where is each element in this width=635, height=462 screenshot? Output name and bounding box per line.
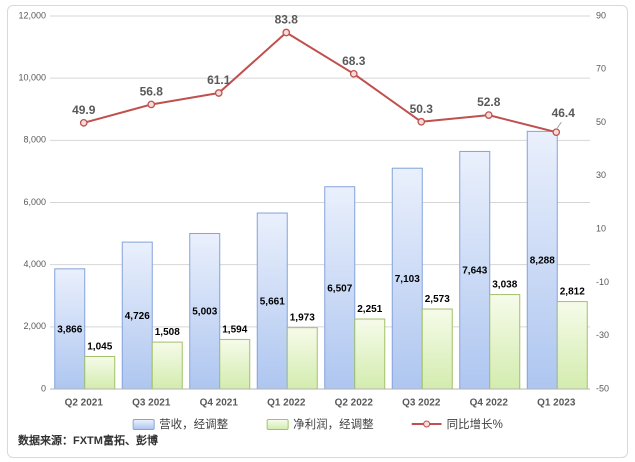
chart-legend: 营收，经调整 净利润，经调整 同比增长% bbox=[132, 416, 503, 432]
revenue-bar bbox=[391, 167, 423, 390]
growth-label-leader bbox=[556, 121, 562, 129]
y-axis-label-right: -30 bbox=[596, 330, 609, 340]
net-profit-bar bbox=[84, 356, 116, 390]
x-axis-label: Q3 2022 bbox=[402, 398, 441, 409]
revenue-bar bbox=[459, 150, 491, 390]
growth-point-label: 61.1 bbox=[207, 73, 231, 87]
revenue-bar bbox=[324, 186, 356, 390]
growth-point bbox=[484, 111, 493, 119]
revenue-bar bbox=[121, 241, 153, 390]
revenue-bar-label: 6,507 bbox=[327, 283, 352, 294]
x-axis-label: Q4 2021 bbox=[200, 398, 239, 409]
x-axis-label: Q1 2022 bbox=[267, 398, 306, 409]
y-axis-label-left: 10,000 bbox=[18, 73, 46, 83]
net-profit-bar-label: 2,251 bbox=[357, 304, 382, 315]
legend-item-revenue: 营收，经调整 bbox=[132, 416, 228, 432]
net-profit-bar-label: 1,508 bbox=[155, 327, 180, 338]
growth-point-label: 56.8 bbox=[140, 84, 164, 98]
y-axis-label-left: 2,000 bbox=[23, 321, 46, 331]
growth-point-label: 52.8 bbox=[477, 95, 501, 109]
x-axis-label: Q3 2021 bbox=[132, 398, 171, 409]
growth-line bbox=[83, 31, 557, 134]
y-axis-label-right: -10 bbox=[596, 277, 609, 287]
growth-point-label: 68.3 bbox=[342, 54, 366, 68]
growth-point bbox=[282, 28, 291, 37]
net-profit-bar bbox=[489, 294, 521, 390]
growth-point bbox=[147, 100, 156, 109]
growth-point bbox=[417, 117, 426, 126]
growth-point bbox=[349, 69, 358, 78]
net-profit-bar bbox=[286, 327, 318, 390]
growth-point bbox=[552, 128, 561, 137]
x-axis-label: Q1 2023 bbox=[537, 398, 576, 409]
y-axis-label-left: 12,000 bbox=[18, 10, 46, 20]
growth-point bbox=[79, 118, 88, 127]
net-profit-bar bbox=[219, 338, 251, 390]
y-axis-label-left: 0 bbox=[41, 383, 46, 393]
x-axis-label: Q2 2022 bbox=[335, 398, 374, 409]
net-profit-bar bbox=[354, 318, 386, 390]
revenue-bar-label: 5,003 bbox=[192, 307, 217, 318]
growth-point-label: 46.4 bbox=[552, 106, 576, 120]
revenue-bar-label: 3,866 bbox=[57, 324, 82, 335]
legend-label-net-profit: 净利润，经调整 bbox=[293, 419, 374, 431]
x-axis-label: Q4 2022 bbox=[470, 398, 509, 409]
revenue-bar-label: 5,661 bbox=[260, 297, 285, 308]
growth-point-label: 83.8 bbox=[275, 13, 299, 27]
revenue-bar-label: 7,103 bbox=[395, 274, 420, 285]
y-axis-label-right: -50 bbox=[596, 383, 609, 393]
x-axis-label: Q2 2021 bbox=[65, 398, 104, 409]
net-profit-bar bbox=[421, 308, 453, 390]
net-profit-swatch-icon bbox=[266, 418, 289, 430]
legend-label-revenue: 营收，经调整 bbox=[159, 419, 229, 431]
revenue-bar-label: 7,643 bbox=[462, 266, 487, 277]
growth-point-label: 49.9 bbox=[72, 103, 96, 117]
net-profit-bar-label: 2,812 bbox=[560, 287, 585, 298]
y-axis-label-left: 4,000 bbox=[23, 259, 46, 269]
y-axis-label-left: 6,000 bbox=[23, 197, 46, 207]
revenue-swatch-icon bbox=[132, 418, 155, 430]
revenue-bar bbox=[189, 232, 221, 390]
net-profit-bar-label: 2,573 bbox=[425, 294, 450, 305]
legend-label-growth: 同比增长% bbox=[446, 419, 503, 431]
revenue-bar-label: 8,288 bbox=[530, 256, 555, 267]
y-axis-label-right: 10 bbox=[596, 224, 606, 234]
net-profit-bar bbox=[151, 341, 183, 390]
legend-item-growth: 同比增长% bbox=[411, 416, 503, 432]
y-axis-label-right: 70 bbox=[596, 64, 606, 74]
revenue-bar bbox=[54, 268, 86, 390]
net-profit-bar bbox=[556, 301, 588, 390]
source-note: 数据来源：FXTM富拓、彭博 bbox=[18, 435, 158, 447]
y-axis-label-right: 90 bbox=[596, 10, 606, 20]
net-profit-bar-label: 1,973 bbox=[290, 313, 315, 324]
y-axis-label-left: 8,000 bbox=[23, 135, 46, 145]
revenue-bar-label: 4,726 bbox=[125, 311, 150, 322]
growth-line-swatch-icon bbox=[411, 420, 442, 428]
y-axis-label-right: 30 bbox=[596, 170, 606, 180]
growth-point bbox=[214, 89, 223, 97]
net-profit-bar-label: 1,045 bbox=[87, 342, 112, 353]
y-axis-label-right: 50 bbox=[596, 117, 606, 127]
net-profit-bar-label: 1,594 bbox=[222, 324, 247, 335]
revenue-bar bbox=[256, 212, 288, 390]
legend-item-net-profit: 净利润，经调整 bbox=[266, 416, 374, 432]
growth-point-label: 50.3 bbox=[410, 102, 434, 116]
net-profit-bar-label: 3,038 bbox=[492, 280, 517, 291]
